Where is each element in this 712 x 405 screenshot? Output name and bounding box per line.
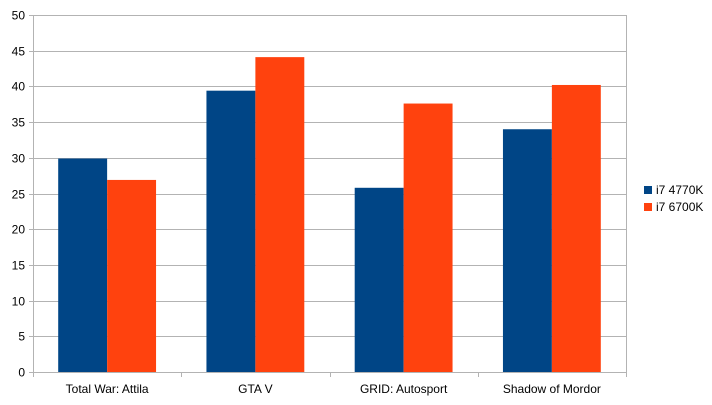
x-tick-label: Shadow of Mordor [503, 382, 601, 396]
legend-label: i7 4770K [656, 183, 703, 197]
y-tick-label: 20 [12, 223, 26, 237]
bar [354, 187, 404, 372]
legend-label: i7 6700K [656, 200, 703, 214]
y-tick-label: 30 [12, 152, 26, 166]
x-tick-label: GRID: Autosport [360, 382, 448, 396]
x-tick-label: GTA V [238, 382, 272, 396]
y-tick-label: 10 [12, 295, 26, 309]
bar [551, 84, 601, 372]
bar [107, 179, 157, 372]
y-tick-label: 40 [12, 80, 26, 94]
x-axis-tick-labels: Total War: Attila GTA V GRID: Autosport Sha… [66, 382, 601, 396]
bar [502, 129, 552, 372]
x-tick-label: Total War: Attila [66, 382, 149, 396]
y-tick-label: 35 [12, 116, 26, 130]
y-tick-label: 0 [18, 366, 25, 380]
bars [58, 57, 601, 373]
legend-swatch [644, 203, 652, 211]
bar [403, 103, 453, 372]
legend: i7 4770K i7 6700K [644, 183, 703, 214]
bar [255, 57, 305, 372]
y-axis-tick-labels: 0 5 10 15 20 25 30 35 40 45 50 [12, 9, 26, 380]
y-tick-label: 5 [18, 330, 25, 344]
y-tick-label: 15 [12, 259, 26, 273]
y-tick-label: 45 [12, 45, 26, 59]
legend-swatch [644, 186, 652, 194]
bar [58, 158, 108, 372]
y-tick-label: 50 [12, 9, 26, 23]
axes [29, 15, 627, 377]
y-tick-label: 25 [12, 188, 26, 202]
bar [206, 90, 256, 373]
